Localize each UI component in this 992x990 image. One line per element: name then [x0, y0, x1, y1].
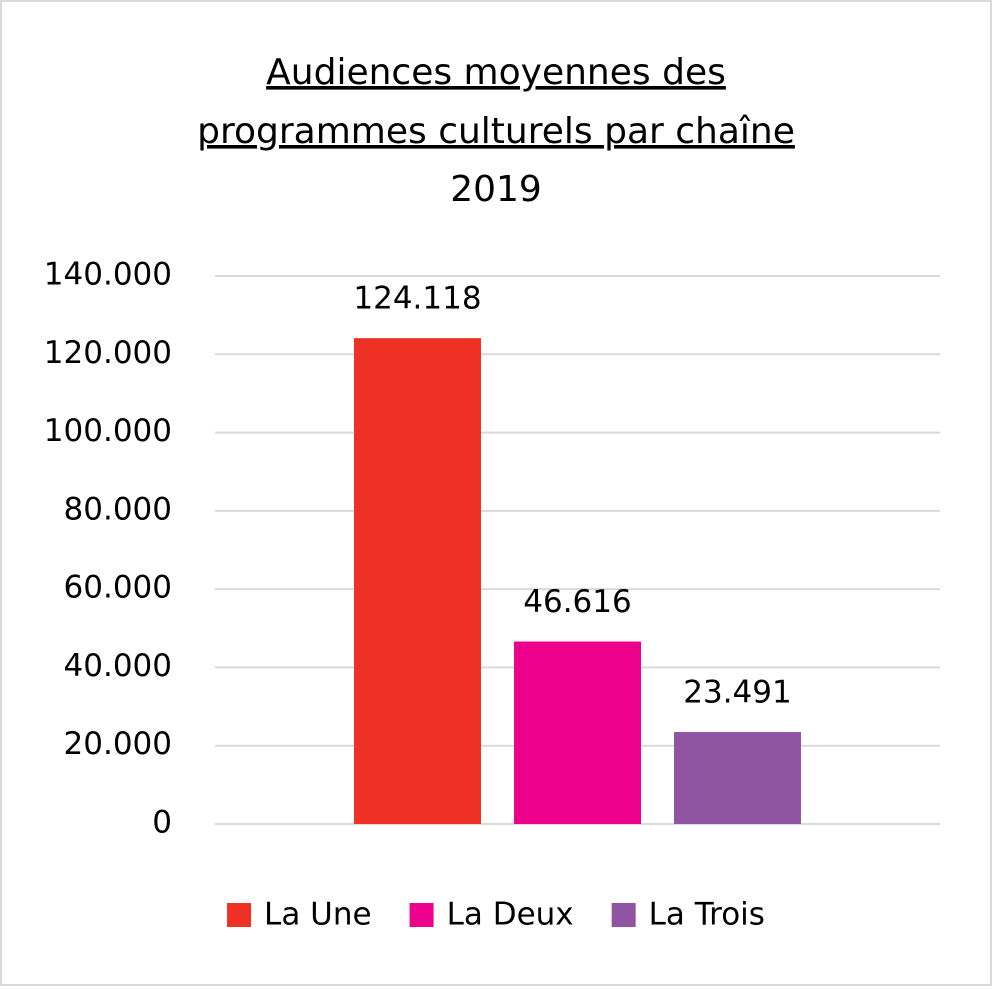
- y-tick-label: 100.000: [44, 413, 172, 449]
- legend-swatch: [611, 903, 636, 927]
- chart-subtitle: 2019: [450, 169, 542, 210]
- value-label: 23.491: [683, 675, 791, 711]
- value-label: 124.118: [353, 281, 481, 317]
- legend-swatch: [409, 903, 434, 927]
- chart-title-line: programmes culturels par chaîne: [197, 111, 795, 152]
- chart-title-line: Audiences moyennes des: [266, 52, 726, 93]
- y-tick-label: 20.000: [64, 726, 172, 762]
- y-tick-label: 0: [152, 805, 172, 841]
- legend-swatch: [227, 903, 252, 927]
- bar: [674, 732, 801, 824]
- legend-label: La Deux: [447, 897, 574, 933]
- y-tick-label: 80.000: [64, 491, 172, 527]
- y-tick-label: 40.000: [64, 648, 172, 684]
- value-label: 46.616: [523, 584, 631, 620]
- legend-label: La Trois: [649, 897, 765, 933]
- y-tick-label: 60.000: [64, 570, 172, 606]
- legend-label: La Une: [264, 897, 372, 933]
- y-tick-label: 120.000: [44, 335, 172, 371]
- y-tick-label: 140.000: [44, 257, 172, 293]
- bar: [514, 641, 641, 824]
- bar: [354, 338, 481, 824]
